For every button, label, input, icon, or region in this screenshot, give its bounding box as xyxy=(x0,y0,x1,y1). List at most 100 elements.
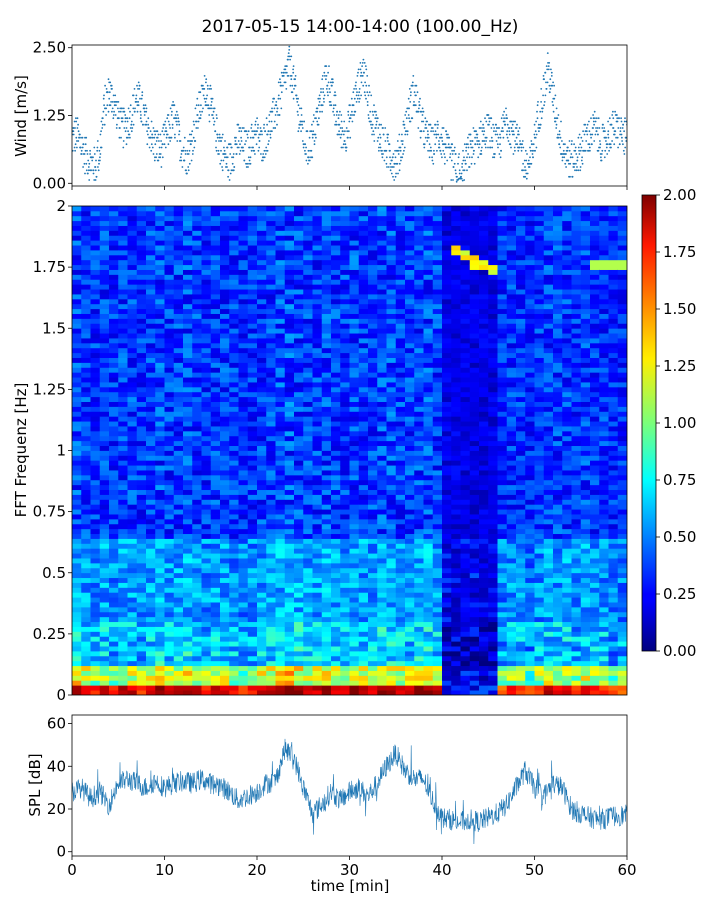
spectrogram-cell xyxy=(164,313,175,319)
spectrogram-cell xyxy=(72,386,82,393)
spectrogram-cell xyxy=(229,284,239,290)
spectrogram-cell xyxy=(331,636,341,642)
spectrogram-cell xyxy=(229,626,239,632)
spectrogram-cell xyxy=(173,308,184,314)
spectrogram-cell xyxy=(257,206,267,212)
spectrogram-cell xyxy=(136,323,147,329)
spectrogram-cell xyxy=(164,479,175,486)
wind-point xyxy=(254,120,257,123)
spectrogram-cell xyxy=(192,558,202,564)
spectrogram-cell xyxy=(312,646,323,652)
spectrogram-cell xyxy=(81,675,91,681)
spectrogram-cell xyxy=(90,641,101,647)
spectrogram-cell xyxy=(349,274,360,280)
spectrogram-cell xyxy=(201,499,212,505)
spectrogram-cell xyxy=(81,626,91,632)
spectrogram-cell xyxy=(358,675,369,681)
wind-point xyxy=(400,159,402,162)
spectrogram-cell xyxy=(210,548,221,554)
spectrogram-cell xyxy=(192,465,202,471)
spectrogram-cell xyxy=(247,553,258,559)
spectrogram-cell xyxy=(358,509,369,515)
spectrogram-cell xyxy=(220,250,230,256)
spectrogram-cell xyxy=(173,342,184,349)
wind-point xyxy=(567,159,570,162)
spectrogram-cell xyxy=(349,230,360,236)
wind-point xyxy=(359,68,362,71)
wind-point xyxy=(148,146,151,149)
spectrogram-cell xyxy=(210,592,221,598)
spectrogram-cell xyxy=(312,298,323,305)
spectrogram-cell xyxy=(312,230,323,236)
spectrogram-cell xyxy=(284,631,295,637)
spectrogram-cell xyxy=(358,362,369,368)
spectrogram-cell xyxy=(275,254,286,261)
wind-point xyxy=(600,159,603,162)
wind-point xyxy=(104,84,106,87)
spectrogram-cell xyxy=(284,303,295,310)
spectrogram-cell xyxy=(220,294,230,300)
wind-point xyxy=(379,143,381,146)
spectrogram-cell xyxy=(266,411,276,417)
spectrogram-cell xyxy=(247,279,258,285)
spectrogram-cell xyxy=(312,631,323,637)
spectrogram-cell xyxy=(349,631,360,637)
wind-point xyxy=(148,127,150,129)
spectrogram-cell xyxy=(118,494,128,500)
spectrogram-cell xyxy=(303,264,313,270)
spectrogram-cell xyxy=(284,690,295,695)
spectrogram-cell xyxy=(275,470,286,476)
wind-point xyxy=(588,130,591,133)
spectrogram-cell xyxy=(183,391,193,398)
wind-point xyxy=(386,136,389,139)
spectrogram-cell xyxy=(229,240,239,246)
spectrogram-cell xyxy=(220,386,230,393)
spectrogram-cell xyxy=(136,333,147,339)
spectrogram-cell xyxy=(331,386,341,393)
spectrogram-cell xyxy=(229,274,239,280)
spectrogram-cell xyxy=(81,411,91,417)
spectrogram-cell xyxy=(321,269,332,275)
wind-point xyxy=(351,110,353,113)
spectrogram-cell xyxy=(229,440,239,447)
spectrogram-cell xyxy=(109,499,119,505)
spectrogram-cell xyxy=(192,303,202,310)
spectrogram-cell xyxy=(192,294,202,300)
spectrogram-cell xyxy=(136,386,147,393)
spectrogram-cell xyxy=(146,259,156,266)
wind-point xyxy=(616,120,619,123)
spectrogram-cell xyxy=(109,518,119,525)
spectrogram-cell xyxy=(294,597,304,603)
spectrogram-cell xyxy=(238,342,249,349)
spectrogram-cell xyxy=(146,416,156,422)
spectrogram-cell xyxy=(192,660,202,667)
spectrogram-cell xyxy=(90,250,101,256)
spectrogram-cell xyxy=(349,357,360,363)
spectrogram-cell xyxy=(349,562,360,569)
spectrogram-cell xyxy=(321,460,332,466)
spectrogram-cell xyxy=(331,347,341,354)
spectrogram-cell xyxy=(127,206,138,212)
spectrogram-cell xyxy=(358,484,369,491)
wind-point xyxy=(305,146,307,149)
wind-point xyxy=(167,114,170,116)
spectrogram-cell xyxy=(99,655,110,662)
spectrogram-cell xyxy=(321,328,332,334)
wind-point xyxy=(574,149,577,152)
spectrogram-cell xyxy=(210,210,221,217)
spectrogram-cell xyxy=(81,562,91,569)
wind-point xyxy=(121,120,124,123)
spectrogram-cell xyxy=(90,528,101,535)
spectrogram-cell xyxy=(155,465,165,471)
wind-point xyxy=(308,159,311,162)
spectrogram-cell xyxy=(238,235,249,241)
wind-point xyxy=(153,159,156,162)
spectrogram-cell xyxy=(201,602,212,608)
spectrogram-cell xyxy=(210,474,221,481)
spectrogram-cell xyxy=(155,352,165,358)
spectrogram-cell xyxy=(257,289,267,295)
spectrogram-cell xyxy=(247,382,258,388)
spectrogram-cell xyxy=(358,386,369,393)
spectrogram-cell xyxy=(312,254,323,261)
wind-point xyxy=(375,123,378,126)
